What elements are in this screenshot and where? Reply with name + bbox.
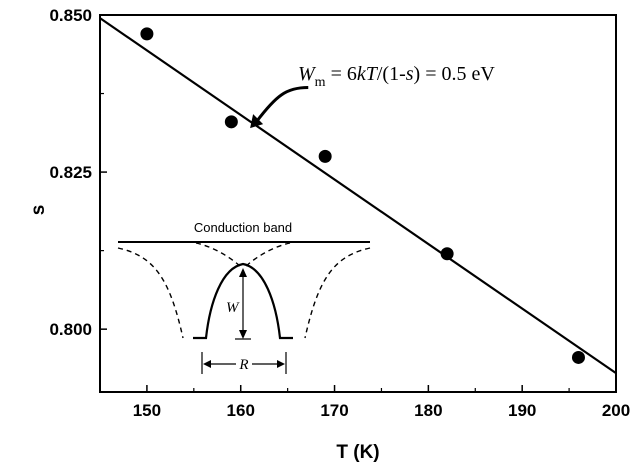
x-axis-title: T (K) (336, 442, 379, 463)
y-tick-label: 0.850 (49, 6, 92, 25)
x-axis: 150 160 170 180 190 200 (99, 385, 630, 420)
data-point (140, 27, 154, 41)
data-point (224, 115, 238, 129)
annotation-arrow (254, 86, 309, 124)
x-tick-label: 160 (227, 401, 255, 420)
data-point (318, 149, 332, 163)
inner-left-dashed (195, 242, 241, 267)
data-point (571, 350, 585, 364)
barrier-arrowhead-up (239, 268, 247, 277)
plot-frame (99, 14, 617, 393)
fit-equation: Wm = 6kT/(1-s) = 0.5 eV (298, 63, 495, 90)
y-tick-label: 0.800 (49, 320, 92, 339)
left-well-dashed (117, 247, 184, 339)
distance-arrowhead-right (277, 360, 285, 368)
barrier-arrowhead-down (239, 330, 247, 339)
right-well-dashed (304, 247, 371, 339)
distance-arrowhead-left (203, 360, 211, 368)
y-axis-title: s (28, 205, 49, 216)
y-axis: 0.800 0.825 0.850 (49, 6, 107, 339)
barrier-label: W (226, 300, 240, 316)
x-tick-label: 180 (414, 401, 442, 420)
annotation-arrowhead (250, 114, 264, 129)
fit-line (99, 17, 617, 375)
barrier-solid (193, 262, 293, 340)
x-tick-label: 200 (602, 401, 630, 420)
inset-conduction-band-label: Conduction band (194, 220, 292, 235)
distance-label: R (238, 357, 248, 373)
x-tick-label: 150 (133, 401, 161, 420)
inset-diagram: Conduction band W R (117, 220, 371, 374)
x-tick-label: 170 (320, 401, 348, 420)
inner-right-dashed (245, 242, 291, 267)
data-point (440, 247, 454, 261)
y-tick-label: 0.825 (49, 163, 92, 182)
x-tick-label: 190 (508, 401, 536, 420)
data-points (140, 27, 585, 364)
